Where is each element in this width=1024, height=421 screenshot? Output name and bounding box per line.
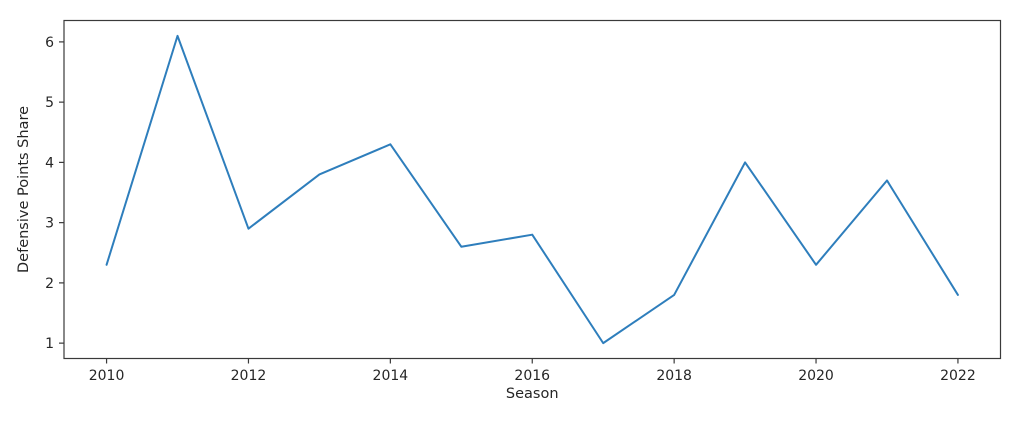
x-tick-label: 2012 [231,368,267,384]
y-tick-label: 6 [45,35,54,51]
y-axis-label: Defensive Points Share [16,106,32,273]
x-tick-label: 2018 [656,368,692,384]
y-tick-label: 1 [45,336,54,352]
data-line [105,34,959,345]
y-tick-label: 2 [45,276,54,292]
y-tick-label: 3 [45,216,54,232]
y-tick-label: 5 [45,95,54,111]
x-tick-label: 2010 [89,368,125,384]
x-tick-label: 2020 [798,368,834,384]
x-axis-label: Season [506,386,559,402]
y-tick-label: 4 [45,155,54,171]
x-tick-label: 2022 [940,368,976,384]
x-tick-label: 2014 [373,368,409,384]
plot-frame [63,19,1002,360]
x-tick-label: 2016 [514,368,550,384]
